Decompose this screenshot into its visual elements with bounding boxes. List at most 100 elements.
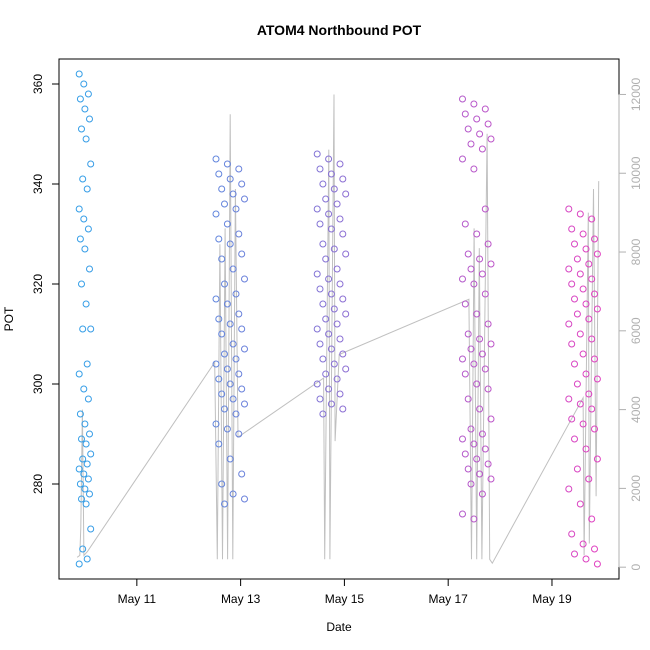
- data-point: [571, 550, 578, 558]
- data-point: [487, 340, 495, 348]
- data-point: [232, 205, 240, 213]
- data-point: [478, 350, 486, 358]
- data-point: [467, 140, 475, 148]
- data-point: [484, 120, 492, 128]
- data-point: [473, 115, 481, 123]
- data-point: [75, 560, 83, 568]
- data-point: [81, 105, 89, 113]
- data-point: [484, 320, 492, 328]
- data-point: [473, 380, 481, 388]
- data-point: [235, 370, 243, 378]
- data-point: [232, 355, 240, 363]
- x-tick-label: May 11: [118, 592, 157, 606]
- y-tick-label: 340: [31, 174, 45, 194]
- data-point: [576, 270, 584, 278]
- data-point: [481, 290, 489, 298]
- data-point: [76, 235, 84, 243]
- data-point: [467, 265, 475, 273]
- data-point: [229, 490, 237, 498]
- data-point: [571, 360, 578, 368]
- data-point: [322, 315, 330, 323]
- data-point: [223, 365, 231, 373]
- data-point: [325, 275, 333, 283]
- y2-tick-label: 12000: [629, 77, 643, 111]
- data-point: [473, 455, 481, 463]
- data-point: [476, 470, 484, 478]
- data-point: [327, 225, 335, 233]
- data-point: [80, 470, 88, 478]
- data-point: [461, 370, 469, 378]
- data-point: [84, 475, 92, 483]
- data-point: [215, 315, 223, 323]
- data-point: [221, 500, 228, 508]
- data-point: [573, 255, 581, 263]
- right-series: [76, 94, 600, 565]
- data-point: [241, 400, 248, 408]
- data-point: [316, 285, 324, 293]
- data-point: [565, 320, 573, 328]
- y-tick-label: 280: [31, 474, 45, 494]
- data-point: [593, 375, 601, 383]
- data-point: [316, 340, 324, 348]
- data-point: [461, 450, 469, 458]
- data-point: [319, 355, 327, 363]
- data-point: [585, 315, 593, 323]
- data-point: [336, 335, 344, 343]
- data-point: [588, 335, 596, 343]
- data-point: [218, 390, 226, 398]
- data-point: [235, 165, 243, 173]
- data-point: [339, 230, 347, 238]
- data-point: [81, 420, 89, 428]
- y2-tick-label: 4000: [629, 396, 643, 423]
- data-point: [588, 515, 596, 523]
- data-point: [87, 525, 95, 533]
- data-point: [342, 250, 350, 258]
- data-point: [568, 280, 576, 288]
- data-point: [470, 360, 478, 368]
- data-point: [459, 155, 466, 163]
- data-point: [81, 245, 89, 253]
- data-point: [84, 225, 92, 233]
- data-point: [588, 405, 596, 413]
- data-point: [568, 340, 576, 348]
- data-point: [487, 475, 495, 483]
- data-point: [467, 425, 475, 433]
- data-point: [582, 555, 590, 563]
- data-point: [212, 420, 220, 428]
- y2-tick-label: 8000: [629, 238, 643, 265]
- data-point: [464, 125, 472, 133]
- data-point: [336, 160, 344, 168]
- data-point: [226, 380, 234, 388]
- data-point: [75, 465, 83, 473]
- data-point: [582, 445, 590, 453]
- data-point: [476, 405, 484, 413]
- x-axis: May 11 May 13 May 15 May 17 May 19: [118, 578, 572, 606]
- chart-title: ATOM4 Northbound POT: [257, 22, 422, 38]
- data-point: [478, 430, 486, 438]
- data-point: [223, 160, 231, 168]
- data-point: [241, 275, 248, 283]
- y2-tick-label: 10000: [629, 156, 643, 190]
- data-point: [235, 230, 243, 238]
- data-point: [339, 350, 347, 358]
- data-point: [218, 480, 226, 488]
- data-point: [464, 465, 472, 473]
- data-point: [229, 340, 237, 348]
- data-point: [576, 500, 584, 508]
- data-point: [325, 155, 333, 163]
- data-point: [576, 400, 584, 408]
- data-point: [87, 450, 95, 458]
- data-point: [238, 250, 246, 258]
- data-point: [241, 345, 248, 353]
- data-point: [212, 210, 220, 218]
- data-point: [325, 210, 333, 218]
- y2-tick-label: 2000: [629, 475, 643, 502]
- data-point: [83, 360, 91, 368]
- data-point: [327, 400, 335, 408]
- data-point: [573, 310, 581, 318]
- data-point: [215, 170, 223, 178]
- data-point: [582, 370, 590, 378]
- data-point: [593, 305, 601, 313]
- y-axis: 280 300 320 340 360: [31, 74, 60, 494]
- data-point: [75, 70, 83, 78]
